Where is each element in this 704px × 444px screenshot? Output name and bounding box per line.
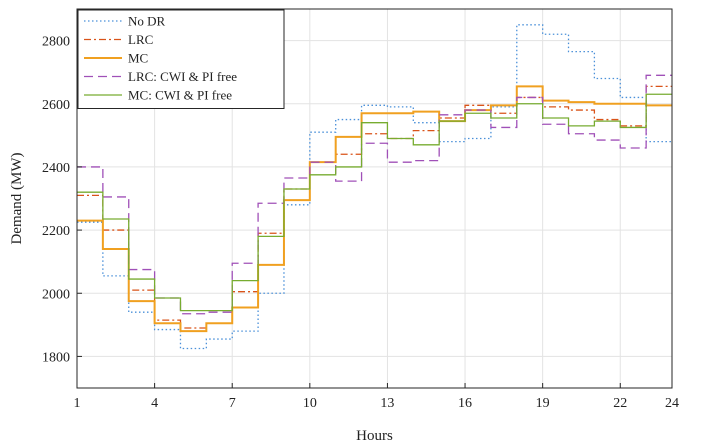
legend-label: LRC: CWI & PI free (128, 69, 237, 84)
y-tick-label: 2600 (42, 98, 70, 113)
x-tick-label: 13 (380, 396, 394, 411)
y-tick-label: 1800 (42, 350, 70, 365)
y-tick-label: 2000 (42, 287, 70, 302)
series-lines (77, 24, 672, 350)
x-tick-label: 24 (665, 396, 679, 411)
plot-frame (76, 8, 673, 389)
y-axis-label: Demand (MW) (9, 152, 25, 244)
legend-label: MC: CWI & PI free (128, 88, 232, 103)
legend-box (77, 9, 285, 109)
axis-ticks: 1 4 7 10 13 16 19 22 24 1800 2000 2200 2400 2600 2800 (42, 35, 679, 411)
grid (76, 9, 673, 388)
legend-label: MC (128, 51, 148, 66)
series-line-5 (77, 93, 672, 312)
x-tick-label: 10 (303, 396, 317, 411)
series-line-4 (77, 74, 672, 315)
x-tick-label: 22 (613, 396, 627, 411)
y-tick-label: 2400 (42, 161, 70, 176)
x-tick-label: 1 (74, 396, 81, 411)
x-tick-label: 4 (151, 396, 158, 411)
x-axis-label: Hours (356, 428, 393, 444)
y-tick-label: 2200 (42, 224, 70, 239)
y-tick-label: 2800 (42, 35, 70, 50)
series-line-1 (77, 24, 672, 350)
legend-label: No DR (128, 14, 166, 29)
x-tick-label: 16 (458, 396, 472, 411)
x-tick-label: 19 (536, 396, 550, 411)
x-tick-label: 7 (229, 396, 236, 411)
legend: No DR LRC MC LRC: CWI & PI free MC: CWI & PI… (77, 9, 285, 109)
legend-label: LRC (128, 32, 153, 47)
series-line-2 (77, 85, 672, 329)
